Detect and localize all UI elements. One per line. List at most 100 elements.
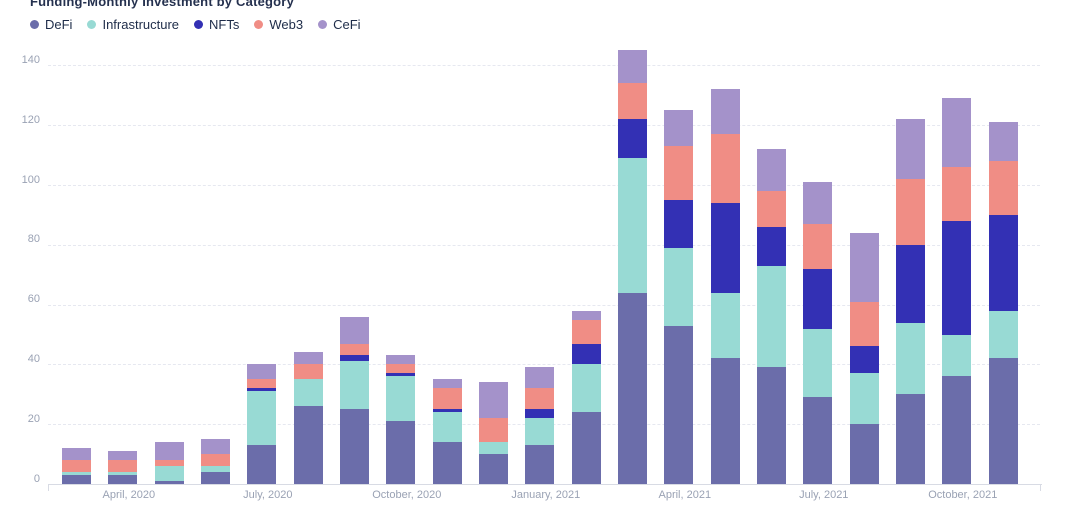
- bar-segment-web3[interactable]: [525, 388, 555, 410]
- bar-segment-infrastructure[interactable]: [571, 364, 601, 413]
- bar-segment-cefi[interactable]: [988, 122, 1018, 162]
- bar-segment-defi[interactable]: [432, 442, 462, 484]
- bar-segment-defi[interactable]: [293, 406, 323, 484]
- bar-segment-cefi[interactable]: [432, 379, 462, 389]
- bar-segment-web3[interactable]: [293, 364, 323, 380]
- bar-april-2020[interactable]: [108, 451, 138, 484]
- bar-segment-cefi[interactable]: [849, 232, 879, 302]
- bar-segment-infrastructure[interactable]: [108, 472, 138, 476]
- bar-segment-cefi[interactable]: [525, 367, 555, 389]
- bar-segment-cefi[interactable]: [108, 451, 138, 461]
- bar-segment-infrastructure[interactable]: [664, 247, 694, 326]
- bar-segment-infrastructure[interactable]: [803, 328, 833, 398]
- bar-segment-infrastructure[interactable]: [386, 376, 416, 422]
- bar-segment-infrastructure[interactable]: [432, 412, 462, 443]
- bar-july-2021[interactable]: [803, 182, 833, 484]
- bar-segment-cefi[interactable]: [200, 439, 230, 455]
- bar-segment-web3[interactable]: [617, 83, 647, 120]
- bar-segment-nfts[interactable]: [849, 346, 879, 374]
- bar-segment-cefi[interactable]: [803, 182, 833, 224]
- bar-segment-nfts[interactable]: [247, 388, 277, 392]
- bar-segment-web3[interactable]: [756, 191, 786, 227]
- bar-segment-infrastructure[interactable]: [756, 265, 786, 368]
- bar-segment-cefi[interactable]: [895, 119, 925, 180]
- bar-segment-web3[interactable]: [942, 167, 972, 221]
- bar-segment-web3[interactable]: [339, 343, 369, 356]
- bar-segment-cefi[interactable]: [710, 89, 740, 135]
- bar-segment-infrastructure[interactable]: [942, 334, 972, 377]
- bar-segment-nfts[interactable]: [942, 220, 972, 335]
- bar-segment-defi[interactable]: [895, 394, 925, 484]
- bar-segment-defi[interactable]: [247, 445, 277, 484]
- bar-segment-cefi[interactable]: [247, 364, 277, 380]
- bar-segment-cefi[interactable]: [386, 355, 416, 365]
- bar-segment-nfts[interactable]: [803, 268, 833, 329]
- bar-segment-web3[interactable]: [386, 364, 416, 374]
- bar-segment-web3[interactable]: [247, 379, 277, 389]
- bar-segment-infrastructure[interactable]: [849, 373, 879, 425]
- bar-segment-defi[interactable]: [710, 358, 740, 484]
- bar-segment-infrastructure[interactable]: [478, 442, 508, 455]
- bar-january-2021[interactable]: [525, 367, 555, 484]
- bar-segment-defi[interactable]: [664, 325, 694, 484]
- bar-september-2020[interactable]: [339, 316, 369, 484]
- bar-segment-defi[interactable]: [386, 421, 416, 484]
- bar-segment-nfts[interactable]: [571, 343, 601, 365]
- bar-september-2021[interactable]: [895, 119, 925, 484]
- bar-segment-defi[interactable]: [571, 412, 601, 484]
- bar-segment-nfts[interactable]: [756, 226, 786, 266]
- bar-segment-web3[interactable]: [62, 460, 91, 473]
- bar-august-2020[interactable]: [293, 352, 323, 484]
- bar-segment-defi[interactable]: [849, 424, 879, 484]
- bar-segment-defi[interactable]: [988, 358, 1018, 484]
- bar-may-2021[interactable]: [710, 89, 740, 484]
- bar-segment-web3[interactable]: [432, 388, 462, 410]
- bar-october-2020[interactable]: [386, 355, 416, 484]
- bar-segment-infrastructure[interactable]: [200, 466, 230, 473]
- bar-segment-infrastructure[interactable]: [710, 292, 740, 359]
- bar-segment-defi[interactable]: [108, 475, 138, 484]
- bar-segment-cefi[interactable]: [664, 110, 694, 147]
- bar-segment-defi[interactable]: [756, 367, 786, 484]
- bar-segment-infrastructure[interactable]: [62, 472, 91, 476]
- bar-segment-nfts[interactable]: [432, 409, 462, 413]
- bar-segment-defi[interactable]: [525, 445, 555, 484]
- bar-segment-web3[interactable]: [108, 460, 138, 473]
- bar-february-2021[interactable]: [571, 310, 601, 484]
- bar-december-2020[interactable]: [478, 382, 508, 484]
- bar-july-2020[interactable]: [247, 364, 277, 484]
- bar-segment-defi[interactable]: [62, 475, 91, 484]
- bar-march-2021[interactable]: [617, 50, 647, 484]
- bar-segment-nfts[interactable]: [617, 119, 647, 159]
- bar-november-2020[interactable]: [432, 379, 462, 484]
- legend-item-nfts[interactable]: NFTs: [194, 17, 239, 32]
- bar-segment-defi[interactable]: [154, 481, 184, 484]
- bar-segment-defi[interactable]: [803, 397, 833, 484]
- bar-segment-web3[interactable]: [664, 146, 694, 200]
- bar-segment-web3[interactable]: [988, 161, 1018, 215]
- bar-segment-defi[interactable]: [339, 409, 369, 484]
- bar-segment-cefi[interactable]: [62, 448, 91, 461]
- bar-segment-nfts[interactable]: [386, 373, 416, 377]
- bar-segment-web3[interactable]: [849, 301, 879, 347]
- legend-item-web3[interactable]: Web3: [254, 17, 303, 32]
- bar-segment-web3[interactable]: [154, 460, 184, 467]
- bar-segment-nfts[interactable]: [664, 199, 694, 248]
- bar-segment-infrastructure[interactable]: [154, 466, 184, 482]
- bar-segment-cefi[interactable]: [293, 352, 323, 365]
- bar-segment-infrastructure[interactable]: [339, 361, 369, 410]
- bar-segment-defi[interactable]: [942, 376, 972, 484]
- bar-segment-nfts[interactable]: [339, 355, 369, 362]
- bar-segment-nfts[interactable]: [895, 244, 925, 323]
- legend-item-infrastructure[interactable]: Infrastructure: [87, 17, 179, 32]
- bar-segment-nfts[interactable]: [525, 409, 555, 419]
- bar-segment-web3[interactable]: [895, 179, 925, 245]
- bar-segment-web3[interactable]: [571, 319, 601, 344]
- legend-item-cefi[interactable]: CeFi: [318, 17, 361, 32]
- bar-segment-nfts[interactable]: [988, 214, 1018, 311]
- legend-item-defi[interactable]: DeFi: [30, 17, 72, 32]
- bar-segment-web3[interactable]: [710, 134, 740, 203]
- bar-segment-cefi[interactable]: [942, 98, 972, 168]
- bar-segment-infrastructure[interactable]: [293, 379, 323, 407]
- bar-june-2021[interactable]: [756, 149, 786, 484]
